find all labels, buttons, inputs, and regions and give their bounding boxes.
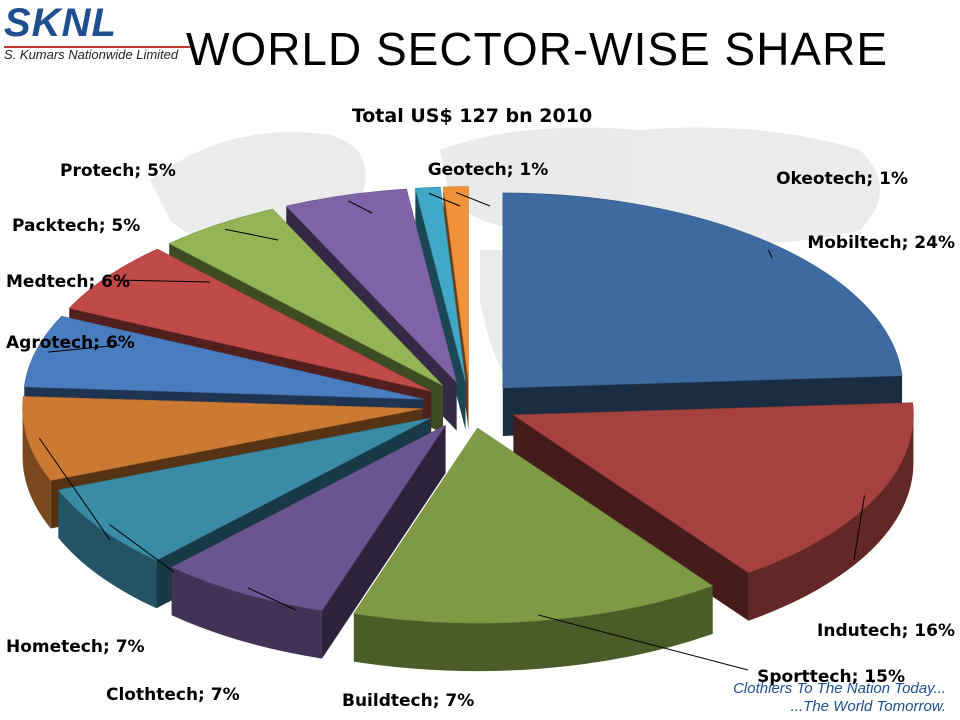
leader-line-agrotech (47, 344, 121, 353)
leader-line-okeotech (456, 192, 491, 207)
tagline-line-1: Clothiers To The Nation Today... (733, 680, 946, 697)
slice-label-sporttech: Sporttech; 15% (757, 667, 905, 687)
leader-line-mobiltech (768, 249, 773, 259)
leader-line-indutech (853, 495, 865, 561)
slice-label-indutech: Indutech; 16% (817, 621, 955, 641)
slice-label-medtech: Medtech; 6% (6, 272, 130, 292)
slice-label-geotech: Geotech; 1% (428, 160, 549, 180)
slice-label-clothtech: Clothtech; 7% (106, 685, 240, 705)
pie-slice-sporttech (353, 427, 714, 672)
pie-slice-indutech (512, 402, 914, 621)
leader-line-geotech (428, 192, 461, 207)
leader-line-hometech (38, 437, 111, 541)
page-title: WORLD SECTOR-WISE SHARE (186, 23, 888, 75)
logo-mark: SKNL (4, 1, 117, 45)
tagline: Clothiers To The Nation Today... ...The … (733, 680, 946, 716)
slice-label-agrotech: Agrotech; 6% (6, 333, 135, 353)
leader-line-sporttech (538, 614, 749, 671)
company-logo: SKNL S. Kumars Nationwide Limited (4, 2, 190, 64)
slice-label-mobiltech: Mobiltech; 24% (807, 233, 955, 253)
slice-label-okeotech: Okeotech; 1% (776, 169, 908, 189)
slice-labels: Mobiltech; 24% Indutech; 16% Sporttech; 15… (6, 160, 955, 711)
logo-rule (4, 46, 190, 48)
slice-label-packtech: Packtech; 5% (12, 216, 140, 236)
leader-lines (38, 192, 865, 671)
leader-line-packtech (224, 228, 279, 241)
slice-label-protech: Protech; 5% (60, 161, 176, 181)
leader-line-buildtech (247, 587, 297, 611)
chart-title: Total US$ 127 bn 2010 (352, 105, 592, 127)
tagline-line-2: ...The World Tomorrow. (790, 698, 946, 715)
slice-label-buildtech: Buildtech; 7% (342, 691, 474, 711)
pie-slice-mobiltech (502, 192, 903, 436)
leader-line-protech (348, 200, 373, 214)
leader-line-medtech (117, 279, 211, 283)
logo-subtitle: S. Kumars Nationwide Limited (4, 47, 179, 62)
slice-label-hometech: Hometech; 7% (6, 637, 145, 657)
pie-slice-buildtech (171, 424, 446, 659)
leader-line-clothtech (109, 524, 175, 573)
pie-slices (22, 186, 914, 672)
